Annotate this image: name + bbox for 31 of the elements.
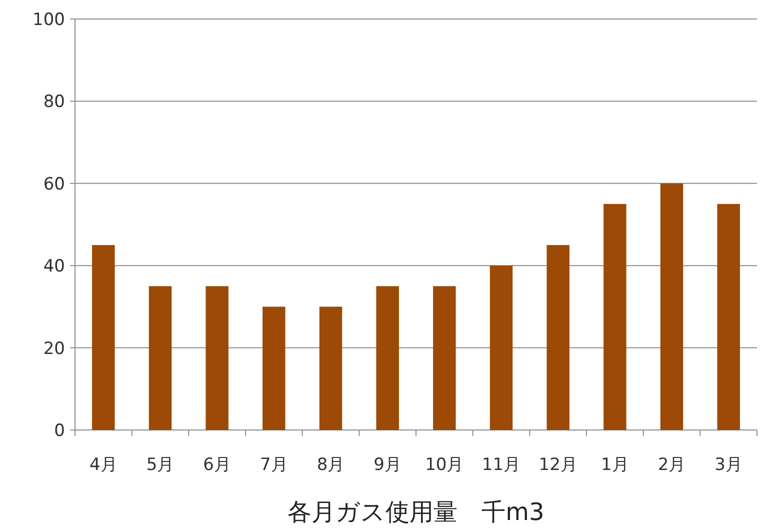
- x-tick-label: 3月: [714, 455, 742, 475]
- x-tick-label: 11月: [482, 455, 521, 475]
- bar: [660, 183, 684, 430]
- x-tick-label: 1月: [601, 455, 629, 475]
- x-tick-label: 7月: [260, 455, 288, 475]
- bar: [376, 286, 399, 430]
- bar: [433, 286, 456, 430]
- bar: [717, 204, 740, 430]
- y-tick-label: 100: [32, 10, 65, 30]
- x-tick-label: 2月: [658, 455, 686, 475]
- bar: [148, 286, 172, 430]
- x-tick-label: 12月: [538, 455, 578, 475]
- bar: [319, 306, 342, 430]
- x-axis-title: 各月ガス使用量 千m3: [288, 498, 544, 526]
- bar: [604, 204, 626, 430]
- x-tick-label: 4月: [90, 455, 118, 475]
- bar: [262, 306, 286, 430]
- y-tick-label: 80: [43, 92, 65, 112]
- x-tick-label: 6月: [203, 455, 231, 475]
- x-tick-label: 8月: [316, 455, 345, 475]
- x-tick-label: 9月: [374, 455, 402, 475]
- bar: [92, 245, 115, 430]
- bar: [546, 245, 570, 430]
- y-tick-label: 20: [43, 338, 65, 359]
- x-tick-label: 5月: [146, 455, 174, 475]
- x-tick-label: 10月: [425, 455, 464, 475]
- bar: [490, 266, 513, 430]
- y-tick-label: 40: [43, 256, 65, 277]
- bar: [206, 286, 228, 430]
- y-tick-label: 0: [54, 421, 65, 441]
- y-tick-label: 60: [43, 174, 65, 194]
